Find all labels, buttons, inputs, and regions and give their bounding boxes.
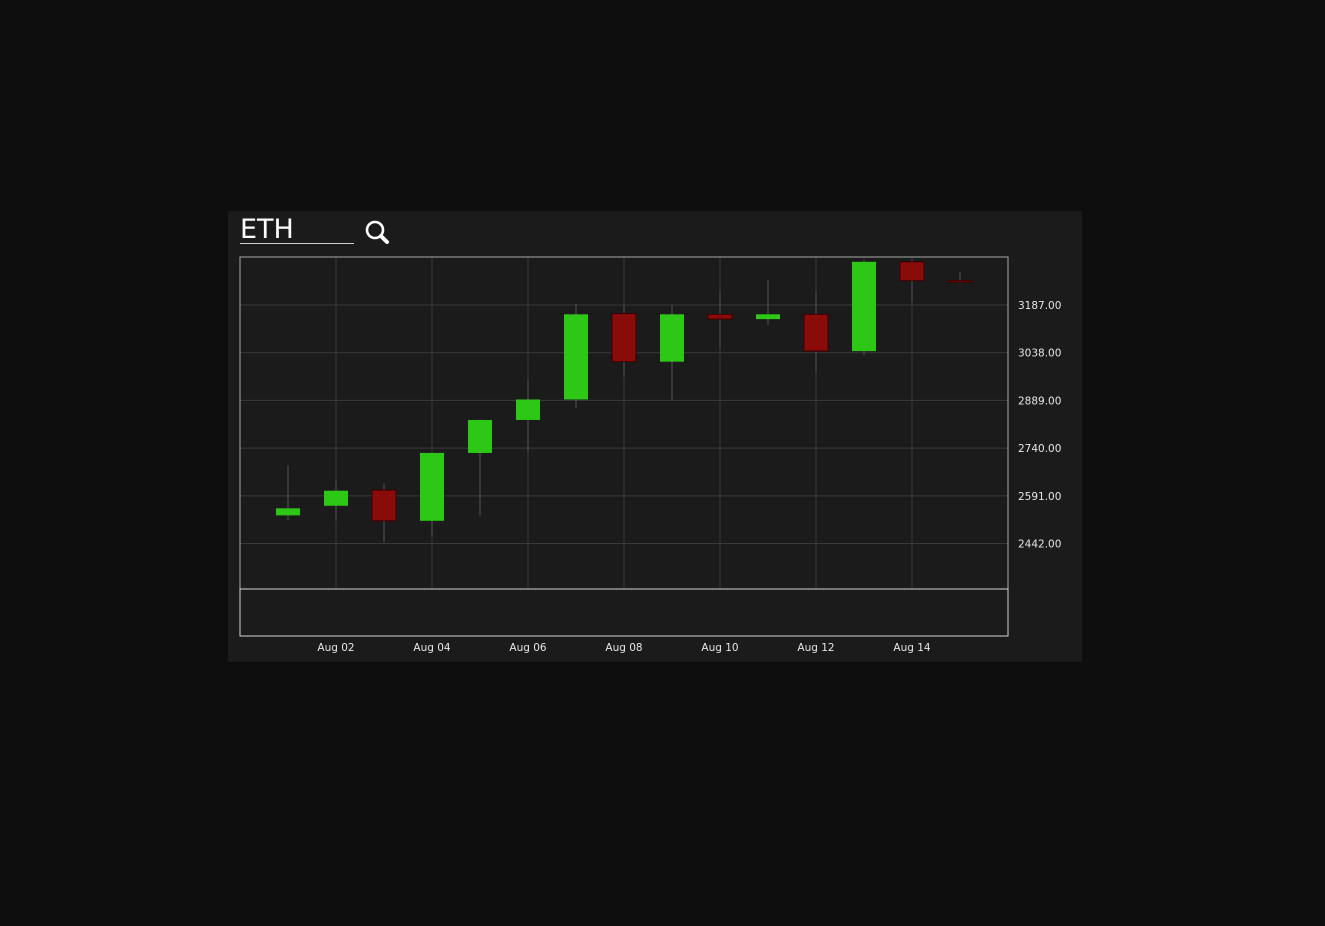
candle-body-up	[756, 314, 780, 320]
candle	[660, 305, 684, 401]
candle	[371, 483, 397, 542]
candle-body-up	[852, 261, 876, 352]
candle-body-down	[899, 261, 925, 282]
candle	[468, 419, 492, 516]
y-tick-label: 2442.00	[1018, 539, 1061, 551]
candles	[276, 259, 973, 542]
candle	[947, 272, 973, 284]
y-axis: 3187.00 3038.00 2889.00 2740.00 2591.00 2442.…	[1018, 300, 1061, 551]
candle-body-up	[516, 399, 540, 420]
candle	[756, 280, 780, 325]
candle	[516, 380, 540, 452]
symbol-input[interactable]	[240, 215, 354, 244]
candle	[899, 259, 925, 303]
chart-panel: 3187.00 3038.00 2889.00 2740.00 2591.00 2442.…	[228, 211, 1082, 662]
y-tick-label: 3038.00	[1018, 348, 1061, 360]
candle-body-up	[324, 490, 348, 506]
candle-body-up	[468, 419, 492, 453]
x-tick-label: Aug 06	[509, 642, 547, 654]
candle-body-up	[276, 508, 300, 516]
candle	[420, 452, 444, 536]
search-icon	[365, 220, 389, 244]
x-tick-label: Aug 08	[605, 642, 642, 654]
candlestick-chart: 3187.00 3038.00 2889.00 2740.00 2591.00 2442.…	[239, 256, 1061, 654]
x-axis: Aug 02 Aug 04 Aug 06 Aug 08 Aug 10 Aug 12 Aug …	[317, 642, 931, 654]
y-tick-label: 2889.00	[1018, 395, 1061, 407]
candle	[707, 291, 733, 348]
candle-body-down	[371, 489, 397, 522]
search-button[interactable]	[364, 219, 392, 247]
x-tick-label: Aug 10	[701, 642, 738, 654]
candle	[276, 465, 300, 521]
candle-body-down	[707, 313, 733, 320]
y-tick-label: 2591.00	[1018, 491, 1061, 503]
x-tick-label: Aug 04	[413, 642, 451, 654]
candle	[564, 304, 588, 409]
candle-body-up	[660, 314, 684, 362]
candle-body-down	[947, 280, 973, 283]
candle	[611, 305, 637, 377]
candle	[803, 292, 829, 372]
candle-body-up	[420, 452, 444, 521]
candle-body-down	[803, 313, 829, 352]
volume-plot-frame	[239, 588, 1009, 637]
x-tick-label: Aug 02	[317, 642, 354, 654]
y-tick-label: 2740.00	[1018, 443, 1061, 455]
candle-body-down	[611, 313, 637, 363]
candle-body-up	[564, 314, 588, 400]
candle	[324, 480, 348, 521]
candle	[852, 259, 876, 356]
y-tick-label: 3187.00	[1018, 300, 1061, 312]
x-tick-label: Aug 12	[797, 642, 834, 654]
x-tick-label: Aug 14	[893, 642, 931, 654]
